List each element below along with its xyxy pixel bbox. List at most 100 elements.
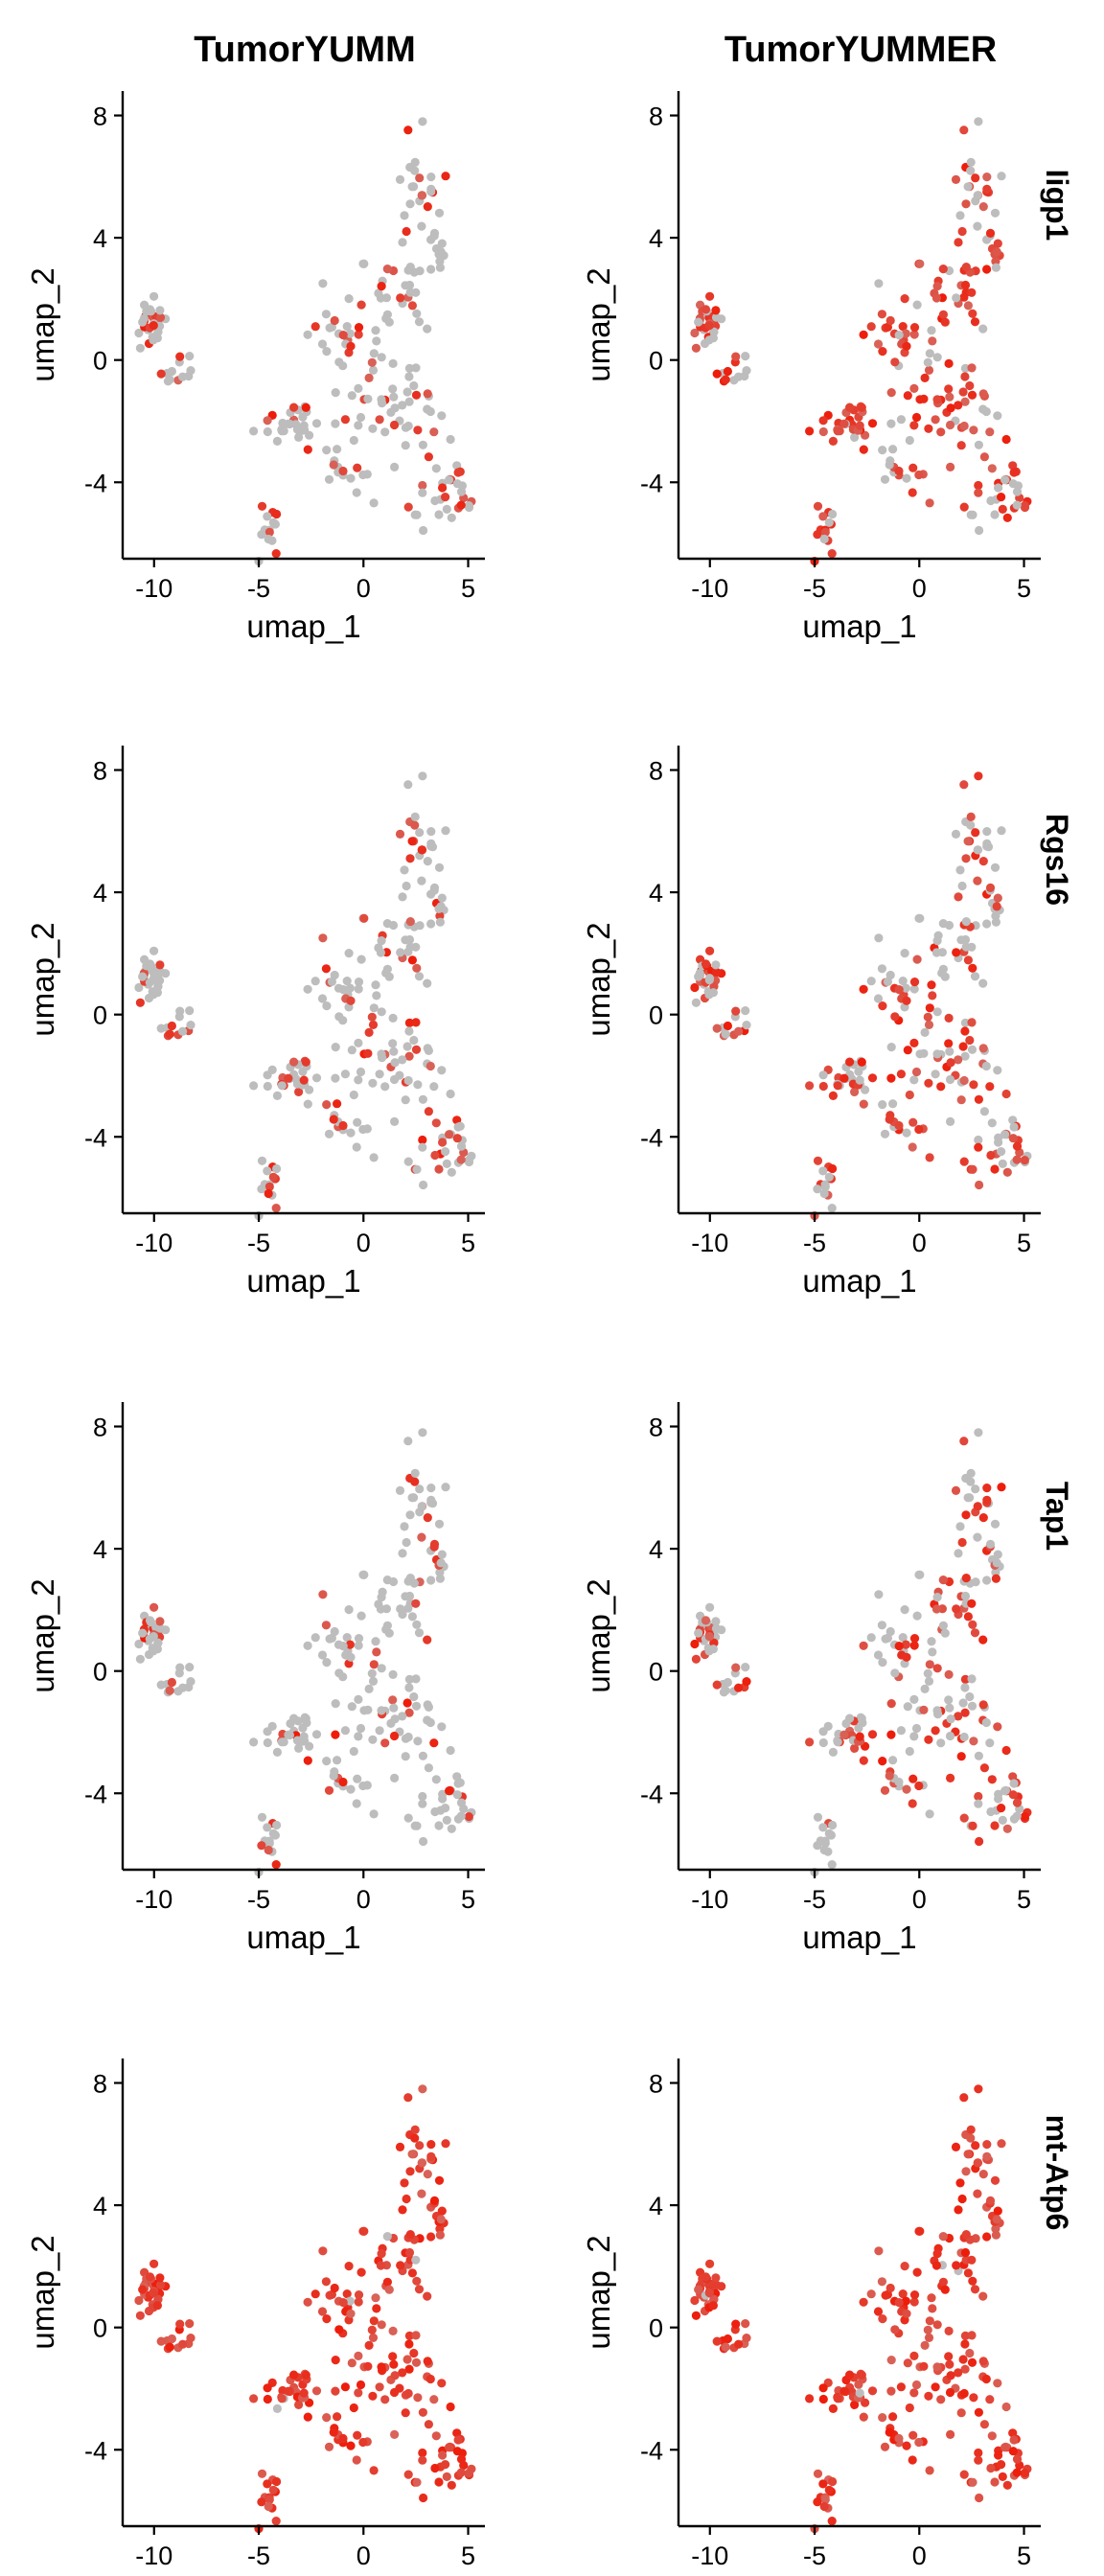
- data-point: [413, 426, 423, 435]
- data-point: [263, 1081, 272, 1092]
- data-point: [405, 1574, 415, 1583]
- data-point: [967, 288, 977, 297]
- data-point: [367, 2325, 377, 2334]
- data-point: [364, 373, 374, 382]
- data-point: [438, 483, 448, 493]
- data-point: [175, 1006, 185, 1016]
- data-point: [920, 1684, 930, 1693]
- data-point: [426, 839, 436, 848]
- data-point: [982, 839, 992, 848]
- data-point: [923, 2325, 932, 2334]
- data-point: [711, 1623, 722, 1633]
- data-point: [412, 963, 422, 973]
- x-tick-label: 0: [356, 2542, 371, 2570]
- data-point: [410, 1468, 420, 1478]
- data-point: [690, 2295, 700, 2306]
- data-point: [272, 1747, 282, 1757]
- data-point: [731, 2319, 741, 2329]
- data-point: [885, 2427, 894, 2437]
- data-point: [960, 372, 970, 381]
- data-point: [691, 1654, 702, 1664]
- data-point: [396, 293, 405, 303]
- data-point: [446, 1745, 455, 1756]
- data-point: [974, 1751, 983, 1760]
- data-point: [356, 1611, 366, 1621]
- data-point: [318, 933, 328, 943]
- y-tick-label: 8: [649, 103, 663, 131]
- y-axis-title: umap_2: [581, 2235, 616, 2349]
- data-point: [349, 1090, 358, 1100]
- data-point: [721, 375, 730, 384]
- data-point: [990, 2477, 1000, 2487]
- data-point: [382, 964, 392, 974]
- data-point: [257, 1184, 266, 1194]
- data-point: [342, 977, 352, 986]
- data-point: [952, 293, 961, 303]
- data-point: [318, 2246, 328, 2256]
- data-point: [272, 2476, 282, 2487]
- data-point: [354, 2297, 363, 2307]
- data-point: [175, 2319, 185, 2329]
- x-tick-label: -5: [247, 574, 270, 603]
- data-point: [840, 1730, 849, 1739]
- data-point: [855, 421, 864, 430]
- data-point: [429, 1738, 439, 1748]
- data-point: [909, 383, 919, 393]
- data-point: [908, 2455, 917, 2465]
- data-point: [986, 495, 996, 506]
- data-point: [694, 317, 703, 327]
- data-point: [330, 970, 339, 980]
- data-point: [886, 1073, 896, 1083]
- data-point: [960, 2339, 970, 2349]
- data-point: [925, 2466, 934, 2475]
- data-point: [919, 2361, 929, 2371]
- data-point: [344, 294, 354, 304]
- data-point: [968, 1164, 978, 1174]
- data-point: [303, 1099, 312, 1109]
- data-point: [824, 2485, 834, 2495]
- data-point: [430, 1806, 440, 1817]
- data-point: [398, 2205, 407, 2215]
- data-point: [981, 1717, 991, 1728]
- data-point: [347, 1046, 356, 1055]
- data-point: [330, 2283, 339, 2293]
- data-point: [958, 387, 968, 397]
- data-point: [403, 1732, 413, 1742]
- data-point: [434, 1519, 445, 1529]
- data-point: [898, 1633, 908, 1643]
- data-point: [896, 415, 907, 425]
- data-point: [967, 1674, 977, 1684]
- data-point: [820, 1838, 830, 1848]
- data-point: [354, 1732, 363, 1741]
- data-point: [940, 1628, 950, 1638]
- data-point: [978, 2357, 988, 2366]
- data-point: [407, 1612, 417, 1622]
- data-point: [960, 397, 970, 406]
- y-tick-label: 0: [649, 1001, 663, 1030]
- data-point: [418, 1428, 427, 1438]
- data-point: [973, 2189, 982, 2198]
- points-group: [134, 771, 476, 1221]
- data-point: [974, 480, 983, 491]
- data-point: [905, 2403, 914, 2413]
- data-point: [436, 902, 446, 911]
- data-point: [813, 1812, 823, 1822]
- data-point: [404, 1708, 414, 1717]
- data-point: [431, 1118, 441, 1128]
- data-point: [936, 1082, 946, 1092]
- data-point: [418, 117, 427, 126]
- data-point: [932, 1593, 942, 1602]
- data-point: [1008, 1790, 1018, 1800]
- data-point: [369, 498, 379, 508]
- data-point: [441, 172, 450, 181]
- data-point: [932, 1007, 942, 1017]
- data-point: [967, 942, 977, 952]
- data-point: [445, 1130, 454, 1139]
- data-point: [828, 509, 838, 519]
- data-point: [271, 1860, 281, 1870]
- data-point: [349, 2403, 358, 2413]
- data-point: [994, 2450, 1003, 2460]
- data-point: [967, 1018, 977, 1027]
- data-point: [442, 2472, 451, 2481]
- data-point: [404, 280, 415, 290]
